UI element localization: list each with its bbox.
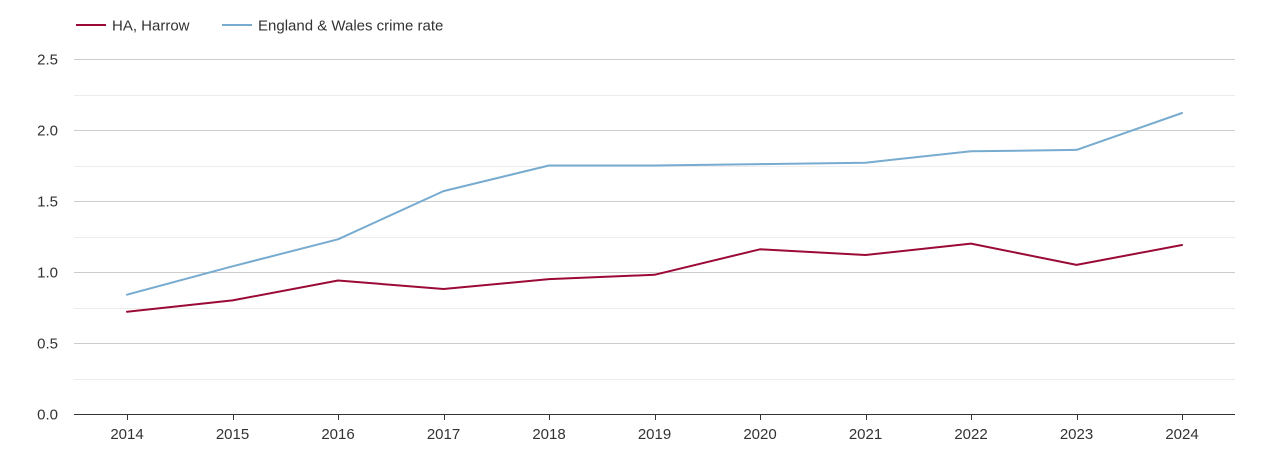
data-point-england-wales-2021[interactable] (862, 159, 870, 167)
grid (74, 59, 1235, 380)
y-tick-label: 2.5 (37, 52, 58, 69)
x-tick-label: 2020 (743, 426, 776, 443)
data-point-harrow-2024[interactable] (1178, 241, 1186, 249)
x-tick-label: 2015 (216, 426, 249, 443)
data-point-england-wales-2022[interactable] (967, 147, 975, 155)
series-lines (123, 109, 1186, 316)
data-point-england-wales-2023[interactable] (1073, 146, 1081, 154)
data-point-england-wales-2015[interactable] (229, 262, 237, 270)
data-point-harrow-2023[interactable] (1073, 261, 1081, 269)
data-point-england-wales-2018[interactable] (545, 162, 553, 170)
legend-item-harrow[interactable]: HA, Harrow (76, 18, 190, 35)
data-point-england-wales-2020[interactable] (756, 160, 764, 168)
x-tick-label: 2018 (532, 426, 565, 443)
y-tick-label: 0.0 (37, 407, 58, 424)
data-point-england-wales-2017[interactable] (440, 187, 448, 195)
y-tick-label: 2.0 (37, 123, 58, 140)
data-point-harrow-2018[interactable] (545, 275, 553, 283)
data-point-england-wales-2024[interactable] (1178, 109, 1186, 117)
x-tick-label: 2014 (110, 426, 143, 443)
y-tick-label: 1.0 (37, 265, 58, 282)
data-point-harrow-2017[interactable] (440, 285, 448, 293)
data-point-harrow-2022[interactable] (967, 240, 975, 248)
data-point-harrow-2016[interactable] (334, 277, 342, 285)
x-tick-label: 2024 (1165, 426, 1198, 443)
series-line-england-wales[interactable] (126, 112, 1183, 296)
y-tick-label: 0.5 (37, 336, 58, 353)
y-axis: 0.0 0.5 1.0 1.5 2.0 2.5 (37, 52, 58, 424)
data-point-england-wales-2019[interactable] (651, 162, 659, 170)
data-point-england-wales-2016[interactable] (334, 235, 342, 243)
data-point-harrow-2019[interactable] (651, 271, 659, 279)
legend-label-harrow: HA, Harrow (112, 18, 190, 35)
legend: HA, Harrow England & Wales crime rate (76, 18, 443, 35)
data-point-harrow-2014[interactable] (123, 308, 131, 316)
x-axis: 2014 2015 2016 2017 2018 2019 2020 2021 2022 2023… (74, 414, 1235, 443)
legend-item-england-wales[interactable]: England & Wales crime rate (222, 18, 443, 35)
x-tick-label: 2021 (849, 426, 882, 443)
data-point-harrow-2021[interactable] (862, 251, 870, 259)
x-tick-label: 2023 (1060, 426, 1093, 443)
x-tick-label: 2016 (321, 426, 354, 443)
x-tick-label: 2019 (638, 426, 671, 443)
legend-label-england-wales: England & Wales crime rate (258, 18, 443, 35)
data-point-harrow-2020[interactable] (756, 245, 764, 253)
series-line-harrow[interactable] (126, 242, 1183, 313)
x-tick-label: 2017 (427, 426, 460, 443)
data-point-england-wales-2014[interactable] (123, 291, 131, 299)
data-point-harrow-2015[interactable] (229, 296, 237, 304)
x-tick-label: 2022 (954, 426, 987, 443)
y-tick-label: 1.5 (37, 194, 58, 211)
